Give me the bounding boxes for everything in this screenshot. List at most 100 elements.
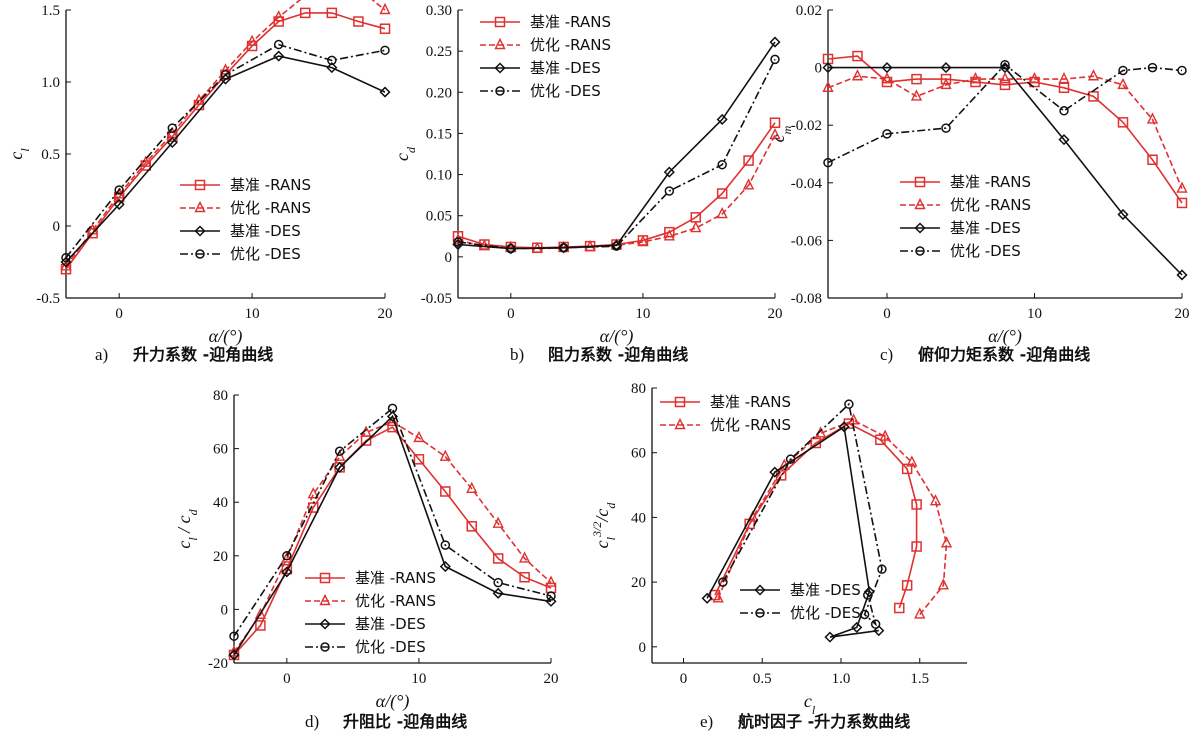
legend-marker bbox=[674, 396, 686, 408]
data-point bbox=[326, 62, 338, 74]
legend: 基准 -RANS 优化 -RANS 基准 -DES 优化 -DES bbox=[305, 569, 436, 656]
legend-marker bbox=[914, 176, 926, 188]
data-point bbox=[999, 79, 1011, 91]
legend-label: 优化 -DES bbox=[530, 82, 601, 100]
panel-caption: 航时因子 -升力系数曲线 bbox=[738, 712, 910, 731]
y-axis-label: cl / cd bbox=[174, 508, 200, 548]
series-line-2 bbox=[827, 75, 1183, 189]
data-point bbox=[873, 625, 885, 637]
data-point bbox=[307, 487, 319, 499]
y-tick-label: -0.05 bbox=[421, 291, 452, 307]
series-line-3 bbox=[828, 66, 1183, 276]
data-point bbox=[166, 136, 178, 149]
data-point bbox=[824, 631, 836, 643]
y-tick-label: 0.25 bbox=[426, 44, 452, 60]
data-point bbox=[769, 117, 781, 128]
data-point bbox=[717, 159, 727, 170]
legend-marker bbox=[494, 37, 506, 50]
data-point bbox=[769, 36, 781, 48]
x-tick-label: 10 bbox=[1027, 306, 1042, 322]
legend-marker bbox=[494, 16, 506, 28]
x-tick-label: 0 bbox=[507, 306, 515, 322]
data-point bbox=[911, 499, 922, 510]
x-axis-label: α/(°) bbox=[209, 326, 243, 347]
series-line-1 bbox=[233, 426, 552, 656]
x-tick-label: 0 bbox=[680, 671, 688, 687]
y-tick-label: -0.5 bbox=[36, 291, 60, 307]
data-point bbox=[941, 123, 951, 133]
data-point bbox=[663, 229, 675, 241]
legend-label: 优化 -RANS bbox=[950, 196, 1031, 214]
data-point bbox=[910, 89, 923, 101]
x-tick-label: 10 bbox=[411, 671, 426, 687]
legend-marker bbox=[755, 608, 765, 618]
data-point bbox=[823, 157, 833, 168]
y-tick-label: 0.5 bbox=[41, 147, 60, 163]
data-point bbox=[785, 454, 796, 464]
y-axis-label: cl3/2/cd bbox=[590, 502, 618, 549]
data-point bbox=[379, 23, 391, 34]
y-tick-label: 0.20 bbox=[426, 85, 452, 101]
y-tick-label: -0.04 bbox=[791, 176, 823, 192]
data-point bbox=[1058, 72, 1070, 84]
data-point bbox=[712, 591, 724, 603]
legend-marker bbox=[754, 584, 766, 596]
legend-marker bbox=[194, 179, 206, 191]
data-point bbox=[940, 77, 952, 90]
y-tick-label: 20 bbox=[213, 549, 228, 565]
data-point bbox=[701, 592, 713, 604]
y-tick-label: 0.02 bbox=[796, 3, 822, 19]
panel-caption: 阻力系数 -迎角曲线 bbox=[548, 345, 688, 364]
data-point bbox=[882, 129, 892, 139]
data-point bbox=[838, 421, 850, 433]
y-tick-label: -20 bbox=[208, 656, 228, 672]
data-point bbox=[1028, 72, 1041, 84]
data-point bbox=[254, 607, 267, 619]
y-tick-label: 40 bbox=[631, 510, 646, 526]
x-tick-label: 0 bbox=[115, 306, 123, 322]
data-point bbox=[353, 16, 364, 27]
legend-label: 优化 -RANS bbox=[355, 592, 436, 610]
y-tick-label: 0.30 bbox=[426, 3, 452, 19]
series-line-4 bbox=[65, 43, 386, 259]
data-point bbox=[1058, 134, 1070, 146]
data-point bbox=[881, 72, 893, 84]
legend-marker bbox=[319, 572, 331, 584]
legend-label: 基准 -DES bbox=[950, 219, 1021, 237]
series-line-2 bbox=[233, 420, 552, 653]
y-tick-label: -0.08 bbox=[791, 291, 822, 307]
data-point bbox=[940, 73, 952, 85]
y-axis-label: cl bbox=[6, 148, 32, 160]
y-tick-label: -0.02 bbox=[791, 118, 822, 134]
legend-label: 基准 -DES bbox=[530, 59, 601, 77]
y-tick-label: 1.0 bbox=[41, 75, 60, 91]
data-point bbox=[506, 243, 516, 254]
legend-label: 基准 -DES bbox=[355, 615, 426, 633]
data-point bbox=[1117, 117, 1129, 128]
data-point bbox=[1146, 112, 1159, 124]
y-tick-label: 0 bbox=[53, 219, 61, 235]
data-point bbox=[228, 649, 240, 661]
legend: 基准 -RANS 优化 -RANS bbox=[660, 393, 791, 434]
data-point bbox=[255, 620, 266, 631]
data-point bbox=[300, 7, 311, 19]
legend-label: 优化 -RANS bbox=[710, 416, 791, 434]
y-tick-label: 0 bbox=[815, 61, 823, 77]
data-point bbox=[894, 602, 905, 614]
legend-label: 基准 -DES bbox=[230, 222, 301, 240]
data-point bbox=[1059, 106, 1069, 116]
legend-label: 基准 -RANS bbox=[230, 176, 311, 194]
data-point bbox=[929, 494, 942, 506]
data-point bbox=[466, 481, 478, 493]
data-point bbox=[439, 560, 451, 573]
panel-label: a) bbox=[95, 345, 108, 364]
data-point bbox=[822, 80, 834, 92]
panel-caption: 升力系数 -迎角曲线 bbox=[133, 345, 273, 364]
data-point bbox=[61, 252, 71, 263]
data-point bbox=[852, 50, 863, 62]
series-line-2 bbox=[457, 134, 776, 250]
legend-marker bbox=[319, 618, 331, 630]
y-tick-label: 0 bbox=[221, 602, 229, 618]
legend-label: 优化 -DES bbox=[950, 242, 1021, 260]
